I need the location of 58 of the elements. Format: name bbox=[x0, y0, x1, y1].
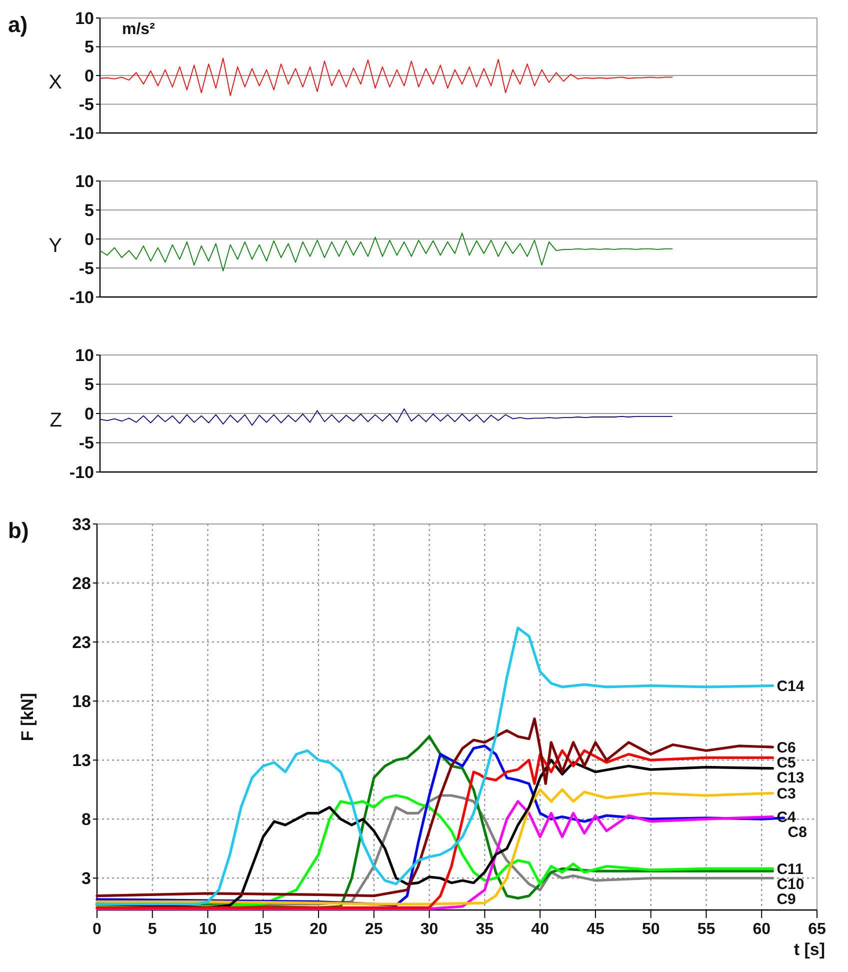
y-tick-label: -10 bbox=[69, 288, 94, 307]
y-tick-label: 10 bbox=[75, 346, 94, 365]
x-tick-label: 30 bbox=[420, 921, 438, 938]
y-axis-title: Z bbox=[50, 410, 62, 432]
y-tick-label: 23 bbox=[72, 632, 91, 652]
y-tick-label: 13 bbox=[72, 751, 91, 770]
x-tick-label: 65 bbox=[808, 921, 826, 938]
y-tick-label: 18 bbox=[72, 692, 91, 712]
y-tick-label: 5 bbox=[84, 375, 94, 394]
y-tick-label: 0 bbox=[84, 230, 94, 249]
series-label: C8 bbox=[788, 824, 807, 841]
series-label: C6 bbox=[776, 739, 796, 756]
line-series bbox=[100, 232, 673, 272]
line-series bbox=[96, 717, 774, 898]
x-tick-label: 10 bbox=[198, 921, 217, 938]
x-tick-label: 60 bbox=[752, 921, 771, 938]
series-label: C5 bbox=[776, 754, 796, 772]
y-tick-label: 0 bbox=[84, 66, 94, 86]
y-tick-label: -10 bbox=[69, 124, 94, 143]
series-label: C4 bbox=[776, 808, 797, 826]
x-tick-label: 45 bbox=[586, 921, 604, 938]
x-axis-title: t [s] bbox=[794, 940, 825, 959]
series-label: C3 bbox=[776, 785, 796, 802]
y-axis-title: Y bbox=[48, 235, 62, 257]
chart-title: a) bbox=[8, 12, 28, 37]
y-tick-label: 28 bbox=[72, 574, 91, 593]
x-tick-label: 5 bbox=[148, 921, 157, 938]
annotation: m/s² bbox=[122, 21, 155, 38]
series-label: C14 bbox=[776, 678, 805, 695]
line-series bbox=[96, 626, 774, 906]
x-tick-label: 40 bbox=[531, 921, 550, 938]
y-tick-label: -5 bbox=[78, 434, 94, 453]
y-tick-label: -10 bbox=[69, 462, 94, 482]
y-tick-label: 10 bbox=[75, 8, 94, 28]
x-tick-label: 35 bbox=[476, 921, 494, 938]
y-tick-label: 5 bbox=[84, 200, 94, 220]
y-tick-label: 33 bbox=[72, 514, 91, 534]
x-tick-label: 55 bbox=[697, 921, 716, 938]
y-tick-label: 0 bbox=[84, 404, 94, 424]
x-tick-label: 50 bbox=[642, 921, 660, 938]
series-label: C10 bbox=[776, 876, 804, 893]
y-tick-label: 3 bbox=[82, 869, 91, 888]
line-series bbox=[100, 408, 673, 426]
chart-title: b) bbox=[8, 518, 29, 543]
x-tick-label: 25 bbox=[365, 921, 383, 938]
x-tick-label: 15 bbox=[254, 921, 272, 938]
y-tick-label: -5 bbox=[78, 95, 94, 114]
line-series bbox=[100, 58, 673, 96]
y-tick-label: 10 bbox=[75, 172, 94, 191]
y-tick-label: 8 bbox=[82, 810, 91, 830]
y-axis-title: X bbox=[48, 72, 62, 94]
y-axis-title: F [kN] bbox=[18, 692, 37, 742]
series-label: C11 bbox=[776, 860, 804, 878]
y-tick-label: 5 bbox=[84, 38, 94, 57]
series-label: C9 bbox=[776, 890, 796, 908]
x-tick-label: 20 bbox=[310, 921, 328, 938]
y-tick-label: -5 bbox=[78, 258, 94, 278]
series-label: C13 bbox=[776, 769, 804, 786]
